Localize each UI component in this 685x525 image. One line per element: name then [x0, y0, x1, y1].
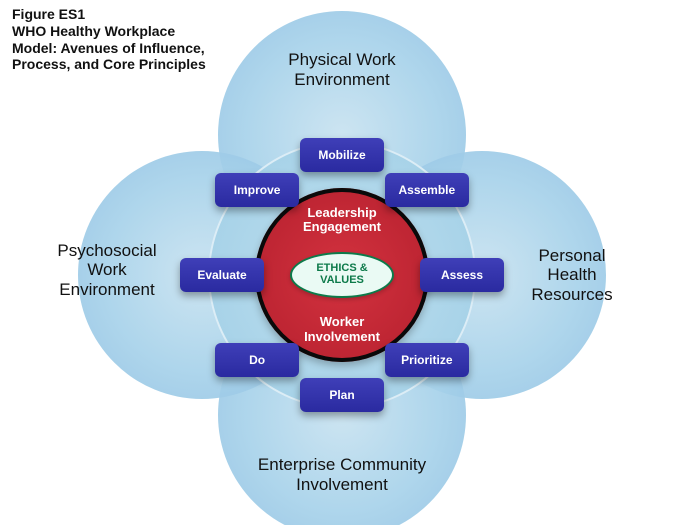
diagram-stage: Figure ES1 WHO Healthy Workplace Model: … [0, 0, 685, 525]
step-improve: Improve [215, 173, 299, 207]
figure-title: Figure ES1 WHO Healthy Workplace Model: … [12, 6, 272, 73]
step-plan: Plan [300, 378, 384, 412]
petal-label-personal: PersonalHealthResources [512, 246, 632, 305]
step-mobilize: Mobilize [300, 138, 384, 172]
core-bottom-text: WorkerInvolvement [262, 315, 422, 344]
ethics-pill: ETHICS &VALUES [290, 252, 394, 298]
step-do: Do [215, 343, 299, 377]
title-line-4: Process, and Core Principles [12, 56, 272, 73]
step-prioritize: Prioritize [385, 343, 469, 377]
core-circle: LeadershipEngagement ETHICS &VALUES Work… [255, 188, 429, 362]
core-top-text: LeadershipEngagement [262, 206, 422, 235]
step-assemble: Assemble [385, 173, 469, 207]
title-line-1: Figure ES1 [12, 6, 272, 23]
ethics-pill-text: ETHICS &VALUES [316, 263, 367, 286]
title-line-2: WHO Healthy Workplace [12, 23, 272, 40]
petal-label-physical: Physical WorkEnvironment [252, 50, 432, 89]
petal-label-psychosocial: PsychosocialWorkEnvironment [42, 241, 172, 300]
petal-label-enterprise: Enterprise CommunityInvolvement [212, 455, 472, 494]
step-assess: Assess [420, 258, 504, 292]
title-line-3: Model: Avenues of Influence, [12, 40, 272, 57]
step-evaluate: Evaluate [180, 258, 264, 292]
